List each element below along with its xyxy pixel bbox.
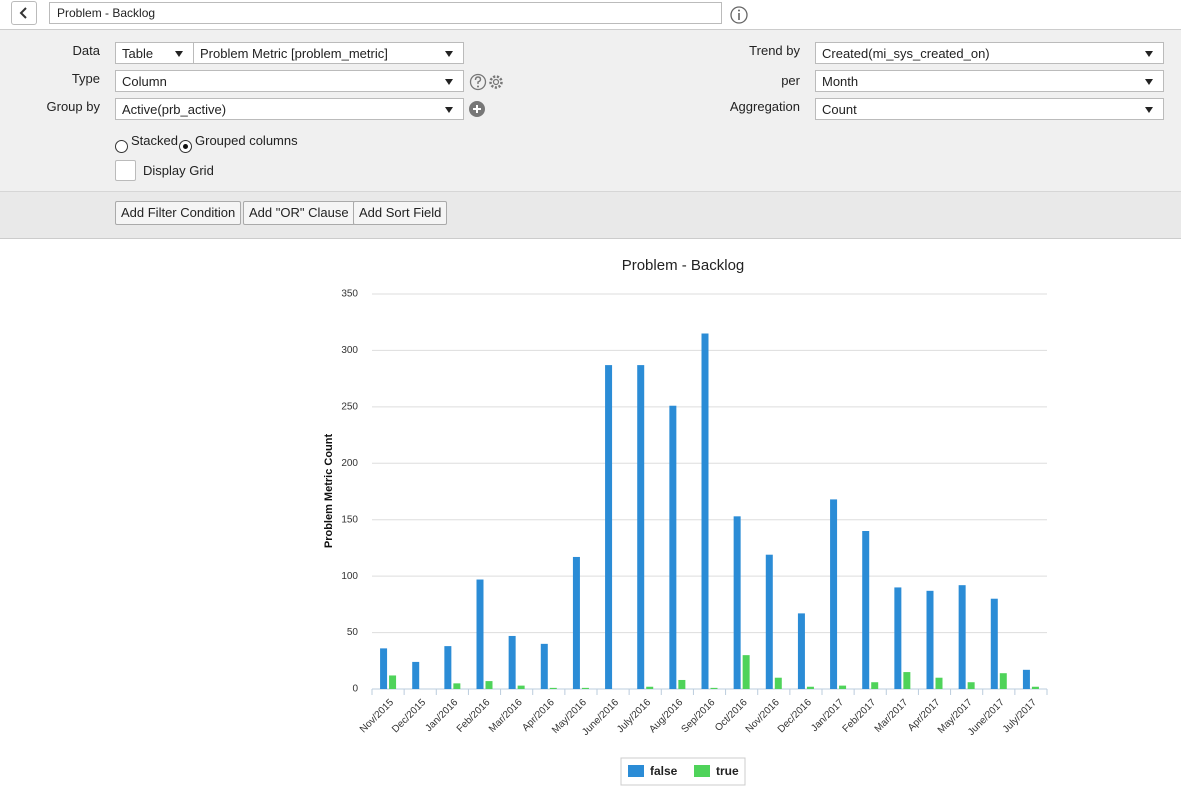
field-label: Trend by [710, 43, 800, 58]
sort-button[interactable]: Add Sort Field [353, 201, 447, 225]
bar [839, 686, 846, 689]
per-select[interactable]: Month [815, 70, 1164, 92]
filter-button[interactable]: Add Filter Condition [115, 201, 241, 225]
legend-swatch [628, 765, 644, 777]
bar [991, 599, 998, 689]
y-tick-label: 0 [352, 684, 358, 695]
info-icon[interactable] [729, 5, 749, 25]
bar [702, 334, 709, 690]
bar [903, 672, 910, 689]
bar [775, 678, 782, 689]
type-select[interactable]: Column [115, 70, 464, 92]
grid-checkbox[interactable] [115, 160, 136, 181]
bar [927, 591, 934, 689]
bar [541, 644, 548, 689]
bar [453, 683, 460, 689]
x-tick-label: July/2017 [1001, 697, 1039, 735]
back-icon [12, 2, 36, 24]
checkbox-label: Display Grid [143, 163, 214, 178]
x-tick-label: Dec/2015 [390, 697, 428, 735]
bar [582, 688, 589, 689]
bar [734, 516, 741, 689]
bar [518, 686, 525, 689]
field-label: per [710, 73, 800, 88]
y-tick-label: 50 [347, 627, 359, 638]
bar [509, 636, 516, 689]
bar [573, 557, 580, 689]
title-input[interactable]: Problem - Backlog [49, 2, 722, 24]
y-tick-label: 150 [341, 514, 358, 525]
button-bar: Add Filter Condition Add "OR" Clause Add… [0, 192, 1181, 239]
bar [444, 646, 451, 689]
y-tick-label: 100 [341, 571, 358, 582]
add-group-icon[interactable] [469, 101, 487, 119]
bar [936, 678, 943, 689]
bar [871, 682, 878, 689]
stacked-radio[interactable] [115, 140, 128, 153]
bar [743, 655, 750, 689]
grouped-radio[interactable] [179, 140, 192, 153]
legend-label: false [650, 764, 678, 778]
header-bar: Problem - Backlog [0, 0, 1181, 30]
bar [1032, 687, 1039, 689]
bar [637, 365, 644, 689]
chart: Problem - Backlog Problem Metric Count 0… [0, 239, 1181, 790]
bar [894, 587, 901, 689]
radio-label: Stacked [131, 133, 178, 148]
bar [830, 499, 837, 689]
bar [646, 687, 653, 689]
back-button[interactable] [11, 1, 37, 25]
bar [1023, 670, 1030, 689]
bar [550, 688, 557, 689]
x-tick-label: Nov/2015 [358, 697, 396, 735]
field-label: Aggregation [710, 99, 800, 114]
bar [380, 648, 387, 689]
x-tick-label: Feb/2017 [841, 697, 879, 735]
y-axis-label: Problem Metric Count [323, 434, 335, 549]
radio-label: Grouped columns [195, 133, 298, 148]
y-tick-label: 350 [341, 289, 358, 300]
bar [711, 688, 718, 689]
y-tick-label: 300 [341, 345, 358, 356]
y-tick-label: 250 [341, 401, 358, 412]
bar [807, 687, 814, 689]
table-select[interactable]: Table [115, 42, 194, 64]
bar [1000, 673, 1007, 689]
chart-title: Problem - Backlog [622, 257, 745, 274]
legend-swatch [694, 765, 710, 777]
x-tick-label: Feb/2016 [455, 697, 493, 735]
bar [669, 406, 676, 689]
x-tick-label: Aug/2016 [647, 697, 685, 735]
or-button[interactable]: Add "OR" Clause [243, 201, 355, 225]
bar [678, 680, 685, 689]
legend-label: true [716, 764, 739, 778]
group-by-select[interactable]: Active(prb_active) [115, 98, 464, 120]
x-tick-label: Mar/2017 [873, 697, 911, 735]
field-label: Group by [10, 99, 100, 114]
bar [862, 531, 869, 689]
x-tick-label: July/2016 [615, 697, 653, 735]
bar [486, 681, 493, 689]
bar [798, 613, 805, 689]
bar [605, 365, 612, 689]
x-tick-label: Dec/2016 [776, 697, 814, 735]
bar [959, 585, 966, 689]
aggregation-select[interactable]: Count [815, 98, 1164, 120]
bar [412, 662, 419, 689]
bar [766, 555, 773, 689]
y-tick-label: 200 [341, 458, 358, 469]
trend-select[interactable]: Created(mi_sys_created_on) [815, 42, 1164, 64]
field-label: Data [10, 43, 100, 58]
bar [389, 675, 396, 689]
x-tick-label: Sep/2016 [679, 697, 717, 735]
bar [477, 580, 484, 689]
report-form: Data Table Problem Metric [problem_metri… [0, 30, 1181, 192]
x-tick-label: Nov/2016 [744, 697, 782, 735]
help-settings-icons[interactable] [469, 72, 509, 92]
source-select[interactable]: Problem Metric [problem_metric] [193, 42, 464, 64]
field-label: Type [10, 71, 100, 86]
bar [968, 682, 975, 689]
x-tick-label: Mar/2016 [487, 697, 525, 735]
